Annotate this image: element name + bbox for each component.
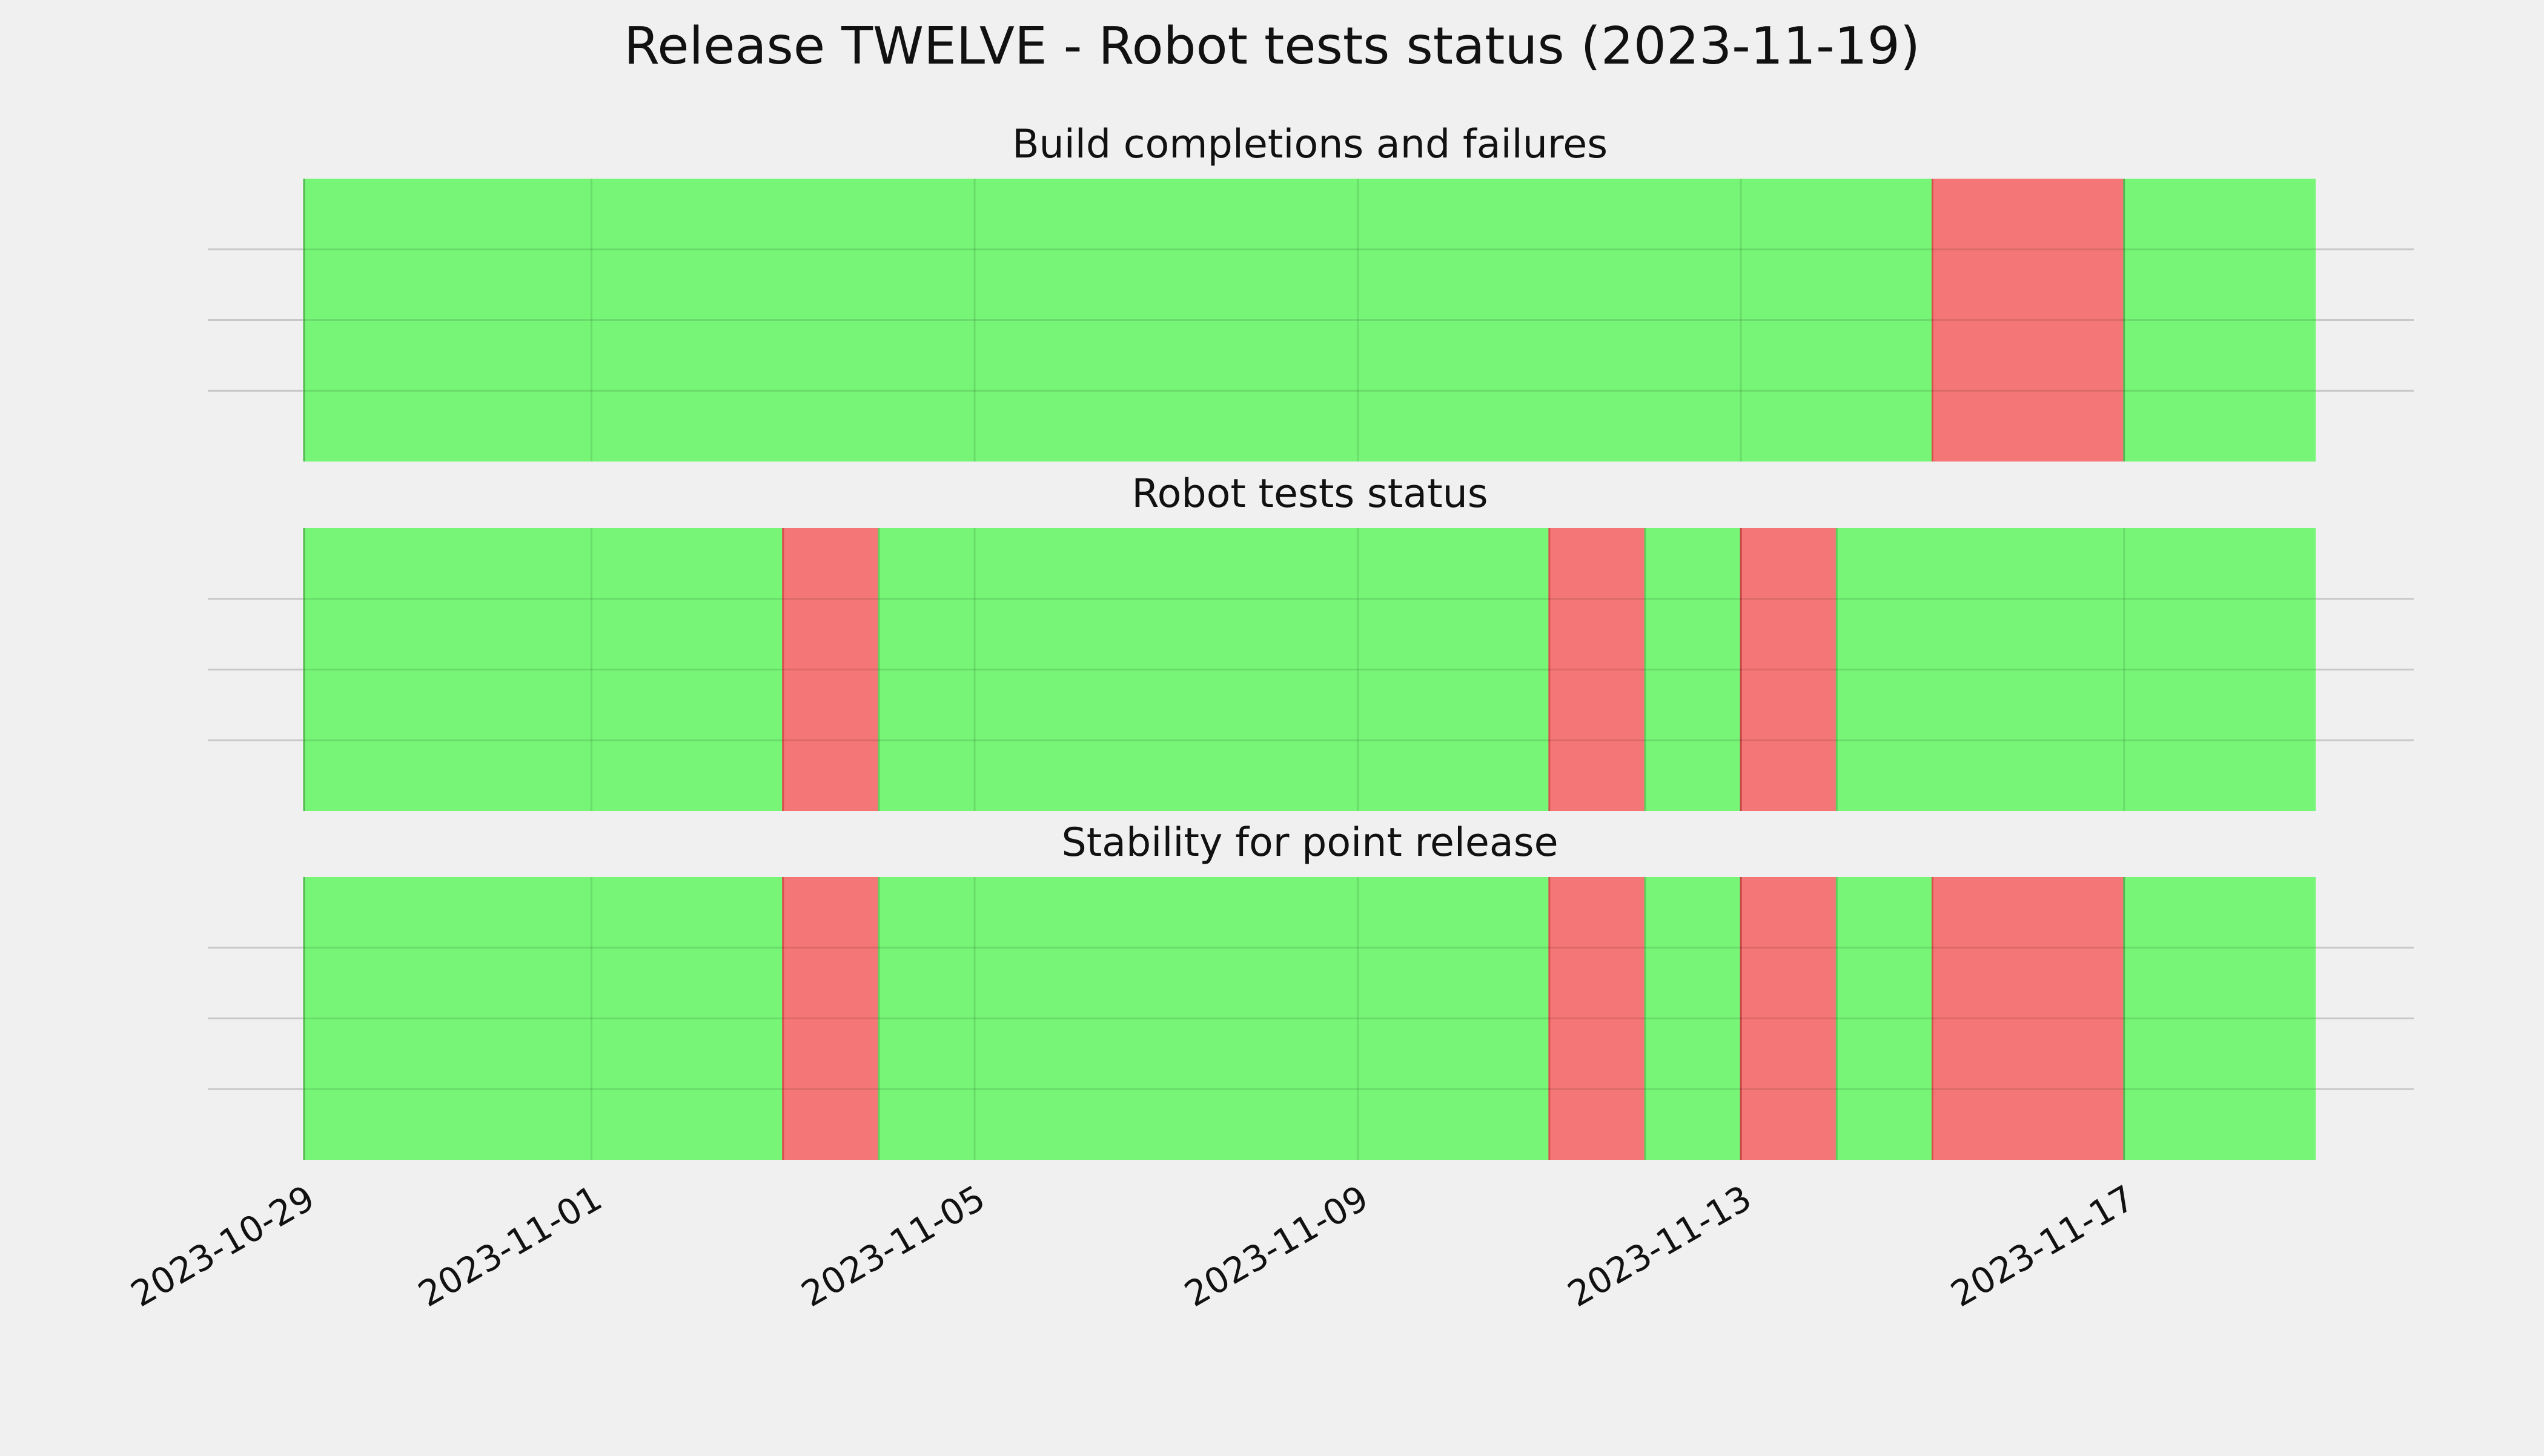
status-segment-pass <box>304 179 1933 462</box>
status-segment-pass <box>1645 877 1741 1160</box>
status-segment-fail <box>1741 528 1837 811</box>
status-segment-pass <box>2124 877 2316 1160</box>
status-segment-pass <box>1837 528 2316 811</box>
status-segment-fail <box>1932 877 2124 1160</box>
status-segment-fail <box>783 877 879 1160</box>
panel-title: Robot tests status <box>1131 471 1488 517</box>
status-segment-pass <box>304 528 783 811</box>
status-segment-fail <box>783 528 879 811</box>
panel-title: Stability for point release <box>1061 820 1558 865</box>
status-segment-pass <box>878 528 1549 811</box>
status-segment-pass <box>1837 877 1933 1160</box>
status-segment-fail <box>1932 179 2124 462</box>
status-segment-pass <box>878 877 1549 1160</box>
status-segment-fail <box>1549 528 1645 811</box>
panel-title: Build completions and failures <box>1012 122 1608 167</box>
status-segment-fail <box>1741 877 1837 1160</box>
chart-title: Release TWELVE - Robot tests status (202… <box>624 16 1920 76</box>
status-segment-pass <box>1645 528 1741 811</box>
status-segment-fail <box>1549 877 1645 1160</box>
status-segment-pass <box>304 877 783 1160</box>
status-segment-pass <box>2124 179 2316 462</box>
